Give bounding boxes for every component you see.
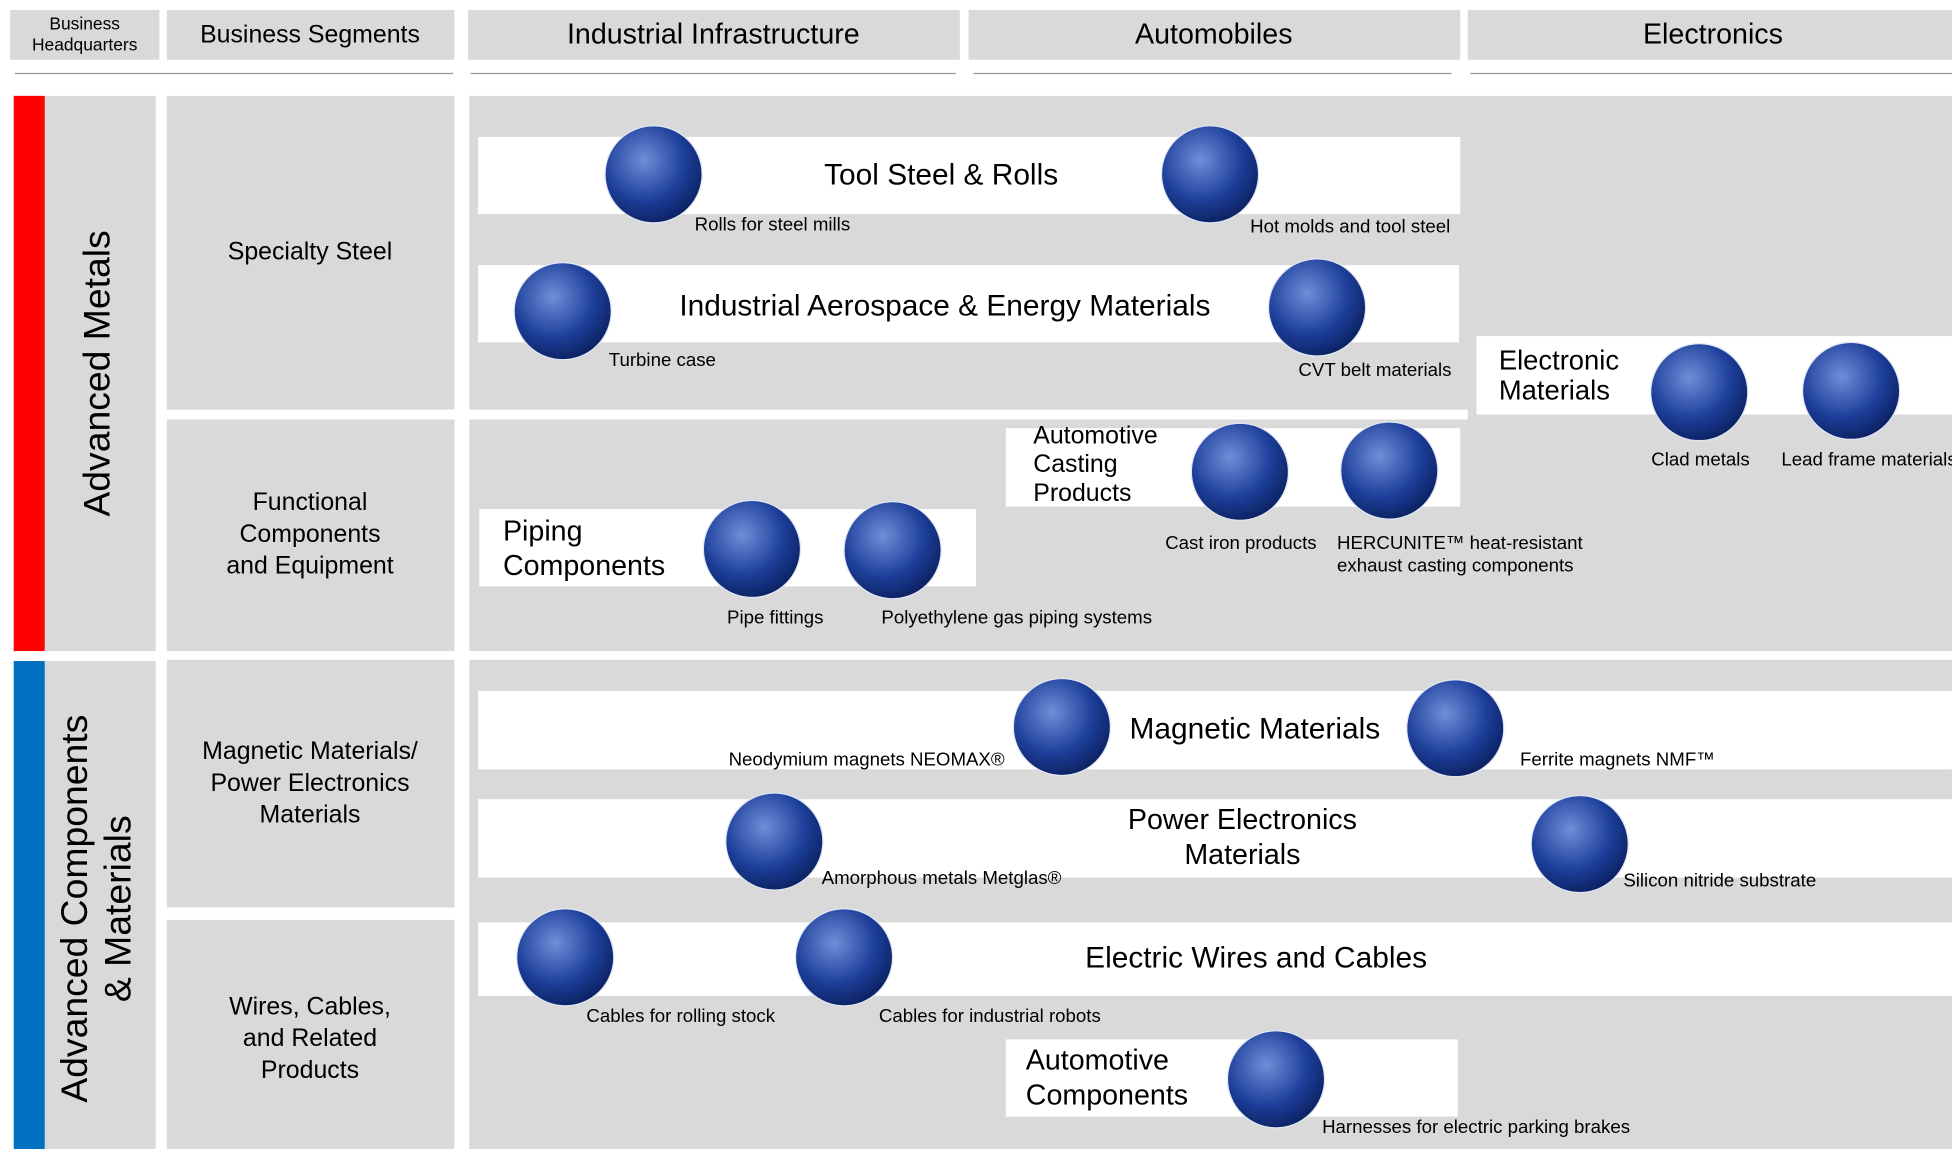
header: Business Headquarters Business Segments … <box>9 9 1952 75</box>
product-caption: Cables for rolling stock <box>586 1005 775 1026</box>
segment-cell <box>166 95 455 410</box>
market: Electronics <box>1643 19 1783 51</box>
group-title: Tool Steel & Rolls <box>824 159 1058 192</box>
market: Industrial Infrastructure <box>567 19 860 51</box>
product-image <box>1267 258 1367 357</box>
group-title: Components <box>1026 1079 1188 1111</box>
color-bar <box>13 95 45 652</box>
segment-name: Power Electronics <box>210 769 409 797</box>
hq-name: Advanced Metals <box>75 230 117 516</box>
product-band <box>478 922 1952 996</box>
segment-name: Functional <box>253 488 368 516</box>
header-text: Headquarters <box>32 35 138 55</box>
product-caption: exhaust casting components <box>1337 554 1573 575</box>
group-title: Electronic <box>1499 344 1619 375</box>
product-image <box>1650 342 1749 442</box>
group-title: Components <box>503 550 665 582</box>
group-title: Materials <box>1184 839 1300 871</box>
header-cell <box>166 9 455 60</box>
product-image <box>1801 341 1901 441</box>
product-caption: Cast iron products <box>1165 532 1316 553</box>
segment-name: Products <box>261 1056 359 1084</box>
product-image <box>1012 677 1112 777</box>
segment-name: and Related <box>243 1024 377 1052</box>
product-caption: Hot molds and tool steel <box>1250 216 1450 237</box>
header-cell <box>968 9 1461 60</box>
product-image <box>843 501 942 600</box>
product-caption: Harnesses for electric parking brakes <box>1322 1116 1630 1137</box>
product-image <box>604 125 703 224</box>
groups: Tool Steel & Rolls Rolls for steel mills H… <box>478 125 1952 1137</box>
group-title: Automotive <box>1033 422 1157 450</box>
product-image <box>794 908 894 1007</box>
product-caption: Clad metals <box>1651 449 1750 470</box>
product-image <box>1340 421 1439 520</box>
header-cell <box>1467 9 1952 60</box>
product-image <box>1226 1030 1326 1129</box>
segment-cell <box>166 419 455 652</box>
group-title: Casting <box>1033 450 1117 478</box>
group-title: Products <box>1033 479 1131 507</box>
product-caption: CVT belt materials <box>1298 359 1451 380</box>
hq-name: & Materials <box>97 815 139 1002</box>
group-title: Piping <box>503 515 583 547</box>
product-band <box>478 690 1952 770</box>
segment-name: Wires, Cables, <box>229 992 391 1020</box>
product-caption: Rolls for steel mills <box>695 213 851 234</box>
product-image <box>702 499 802 599</box>
segment-name: Specialty Steel <box>228 237 393 265</box>
product-image <box>1160 125 1260 224</box>
segment-name: Components <box>239 520 380 548</box>
segments: Specialty Steel Functional Components and E… <box>202 237 418 1083</box>
product-caption: HERCUNITE™ heat-resistant <box>1337 532 1584 553</box>
product-image <box>516 908 615 1007</box>
product-caption: Neodymium magnets NEOMAX® <box>729 749 1005 770</box>
header-text: Business Segments <box>200 21 420 49</box>
group-title: Electric Wires and Cables <box>1085 942 1427 975</box>
group-title: Automotive <box>1026 1044 1169 1076</box>
group-title: Power Electronics <box>1128 804 1357 836</box>
product-caption: Lead frame materials <box>1781 449 1952 470</box>
group-title: Materials <box>1499 374 1610 405</box>
product-caption: Pipe fittings <box>727 607 823 628</box>
hq-name: Advanced Components <box>53 715 95 1103</box>
market: Automobiles <box>1135 19 1293 51</box>
product-image <box>725 792 824 891</box>
group-title: Magnetic Materials <box>1130 713 1381 746</box>
segment-cell <box>166 919 455 1149</box>
color-bar <box>13 661 45 1149</box>
group-title: Industrial Aerospace & Energy Materials <box>679 289 1210 322</box>
segment-name: Magnetic Materials/ <box>202 737 418 765</box>
product-band <box>478 799 1952 878</box>
segment-name: Materials <box>260 801 361 829</box>
hq-cell <box>44 661 156 1149</box>
product-image <box>513 262 612 361</box>
segment-name: and Equipment <box>226 552 393 580</box>
header-cell <box>468 9 960 60</box>
product-image <box>1406 679 1505 778</box>
product-caption: Silicon nitride substrate <box>1623 869 1816 890</box>
product-caption: Cables for industrial robots <box>879 1005 1101 1026</box>
header-text: Business <box>49 14 120 34</box>
hq-cell <box>44 95 156 652</box>
product-image <box>1190 422 1290 521</box>
product-caption: Amorphous metals Metglas® <box>822 867 1062 888</box>
product-caption: Turbine case <box>609 349 716 370</box>
product-caption: Ferrite magnets NMF™ <box>1520 749 1715 770</box>
product-image <box>1530 794 1629 894</box>
header-cell <box>9 9 160 60</box>
segment-cell <box>166 659 455 908</box>
product-caption: Polyethylene gas piping systems <box>881 607 1152 628</box>
